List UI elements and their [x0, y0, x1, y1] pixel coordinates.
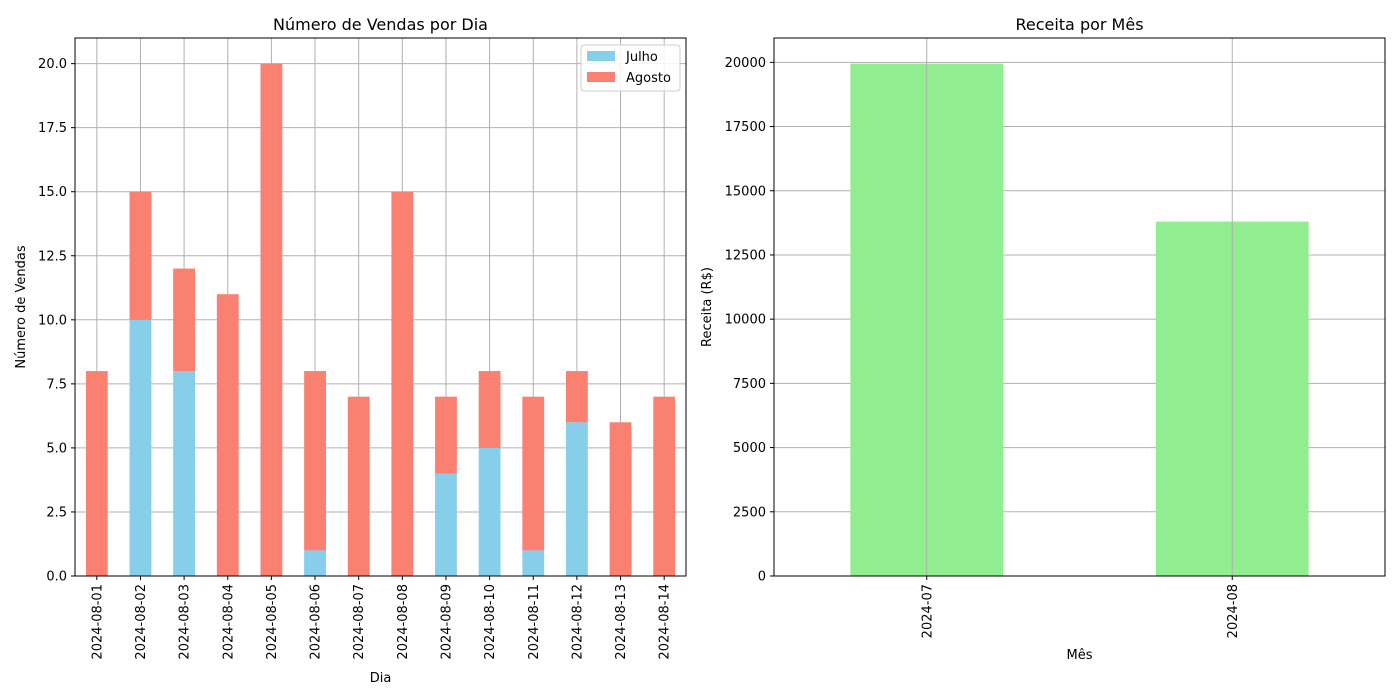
bar-agosto-2024-08-04	[216, 294, 239, 576]
x-axis-label: Mês	[1067, 648, 1093, 663]
bar-agosto-2024-08-14	[653, 396, 676, 576]
x-tick-label: 2024-08	[1226, 584, 1241, 638]
daily-sales-chart: Número de Vendas por Dia 0.0 2.5 5.0 7.5 10.…	[14, 15, 687, 686]
bars	[850, 63, 1309, 577]
y-axis-label: Receita (R$)	[700, 267, 715, 347]
axes-frame	[773, 37, 1386, 577]
x-tick-label: 2024-08-10	[483, 584, 498, 660]
x-ticks: 2024-07 2024-08	[920, 576, 1241, 638]
x-tick-label: 2024-08-01	[90, 584, 105, 660]
y-tick-label: 15.0	[38, 185, 67, 200]
x-tick-label: 2024-08-02	[134, 584, 149, 660]
legend-swatch-agosto	[587, 72, 615, 82]
y-tick-label: 2500	[733, 505, 766, 520]
bar-agosto-2024-08-03	[173, 268, 196, 372]
x-tick-label: 2024-08-09	[439, 584, 454, 660]
legend-label-julho: Julho	[625, 50, 658, 65]
bar-julho-2024-08-03	[173, 371, 196, 576]
bar-agosto-2024-08-07	[347, 396, 370, 576]
bar-agosto-2024-08-12	[565, 371, 588, 423]
bar-agosto-2024-08-01	[85, 371, 108, 576]
x-tick-label: 2024-08-04	[221, 584, 236, 660]
y-tick-label: 17500	[725, 120, 766, 135]
x-tick-label: 2024-08-12	[570, 584, 585, 660]
x-tick-label: 2024-08-11	[527, 584, 542, 660]
y-tick-label: 15000	[725, 184, 766, 199]
bar-julho-2024-08-09	[435, 473, 457, 576]
bar-julho-2024-08-10	[478, 447, 501, 576]
y-tick-label: 20.0	[38, 57, 67, 72]
bar-agosto-2024-08-05	[260, 63, 283, 577]
bar-agosto-2024-08-08	[391, 191, 414, 576]
bar-julho-2024-08-02	[129, 319, 152, 576]
bar-agosto-2024-08-02	[129, 191, 152, 320]
y-tick-label: 12.5	[38, 249, 67, 264]
x-tick-label: 2024-07	[920, 584, 935, 638]
y-tick-label: 5.0	[46, 441, 67, 456]
y-tick-label: 0	[758, 570, 766, 585]
y-tick-label: 7.5	[46, 377, 67, 392]
chart-title: Número de Vendas por Dia	[273, 15, 488, 34]
x-tick-label: 2024-08-05	[265, 584, 280, 660]
y-tick-label: 12500	[725, 248, 766, 263]
y-tick-label: 10.0	[38, 313, 67, 328]
monthly-revenue-chart: Receita por Mês 0 2500 5000 7500 10000 12500 1…	[700, 15, 1386, 663]
y-ticks: 0.0 2.5 5.0 7.5 10.0 12.5 15.0 17.5 20.0	[38, 57, 75, 585]
y-tick-label: 7500	[733, 377, 766, 392]
axes-frame	[74, 37, 687, 577]
legend: Julho Agosto	[580, 44, 681, 92]
bar-agosto-2024-08-11	[522, 396, 545, 551]
bar-agosto-2024-08-10	[478, 371, 501, 448]
grid	[75, 38, 686, 577]
bar-agosto-2024-08-13	[609, 422, 632, 576]
x-tick-label: 2024-08-03	[178, 584, 193, 660]
y-tick-label: 20000	[725, 56, 766, 71]
chart-title: Receita por Mês	[1015, 15, 1143, 34]
x-tick-label: 2024-08-06	[309, 584, 324, 660]
y-tick-label: 5000	[733, 441, 766, 456]
y-tick-label: 2.5	[46, 505, 67, 520]
bar-julho-2024-08-06	[304, 550, 326, 576]
vertical-grid	[926, 38, 1233, 576]
x-axis-label: Dia	[370, 671, 392, 686]
y-axis-label: Número de Vendas	[14, 245, 29, 368]
y-tick-label: 17.5	[38, 121, 67, 136]
bar-agosto-2024-08-09	[435, 396, 457, 474]
x-tick-label: 2024-08-14	[658, 584, 673, 660]
bar-julho-2024-08-11	[522, 550, 545, 576]
x-ticks: 2024-08-01 2024-08-02 2024-08-03 2024-08-04…	[90, 576, 673, 660]
x-tick-label: 2024-08-07	[352, 584, 367, 660]
bar-agosto-2024-08-06	[304, 371, 326, 551]
bar-julho-2024-08-12	[565, 422, 588, 576]
y-ticks: 0 2500 5000 7500 10000 12500 15000 17500 20000	[725, 56, 774, 585]
legend-swatch-julho	[587, 51, 615, 61]
y-tick-label: 0.0	[46, 570, 67, 585]
bars	[85, 63, 676, 577]
x-tick-label: 2024-08-13	[614, 584, 629, 660]
x-tick-label: 2024-08-08	[396, 584, 411, 660]
legend-label-agosto: Agosto	[626, 71, 671, 86]
y-tick-label: 10000	[725, 313, 766, 328]
